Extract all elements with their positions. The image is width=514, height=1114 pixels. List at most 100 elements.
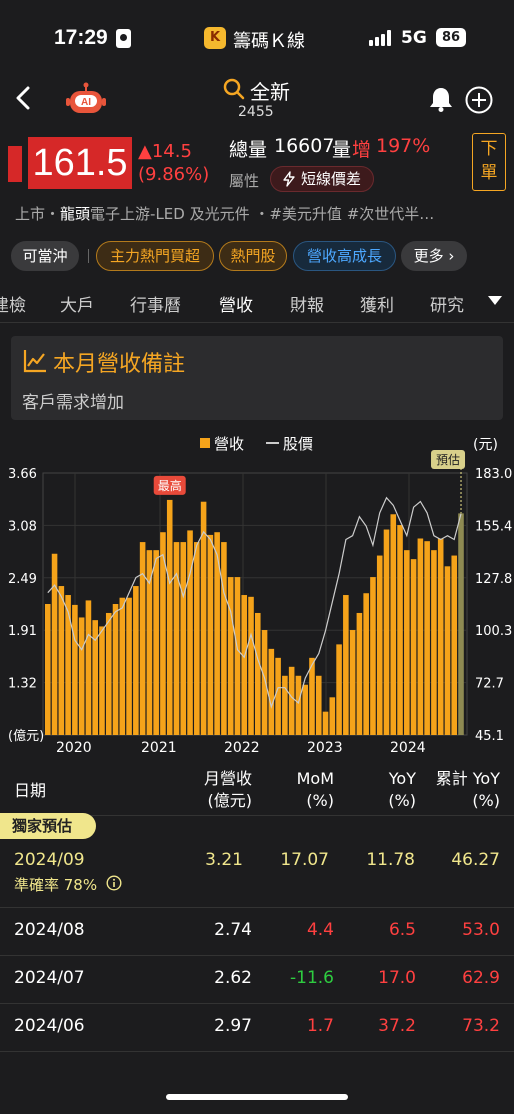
revenue-bar	[417, 538, 424, 735]
price-line	[47, 496, 462, 709]
row-mom: 4.4	[306, 920, 334, 940]
volume-pct: 197%	[376, 135, 431, 157]
y-right-tick-label: 45.1	[475, 729, 504, 744]
tab-research[interactable]: 研究	[430, 296, 464, 316]
back-icon[interactable]	[12, 86, 36, 110]
revenue-bar	[166, 499, 173, 735]
y-left-tick-label: 1.32	[8, 677, 37, 692]
revenue-bar	[404, 550, 410, 735]
revenue-bar	[315, 675, 322, 735]
revenue-chart[interactable]: 營收 股價 (元) 3.66 3.08 2.49 1.91 1.32 (億元) 183.0 155.…	[0, 430, 514, 765]
order-button[interactable]: 下單	[472, 133, 506, 191]
y-left-tick-label: 3.08	[8, 519, 37, 534]
id-card-icon	[116, 29, 131, 48]
revenue-bar	[458, 513, 464, 735]
table-row[interactable]: 2024/08 2.74 4.4 6.5 53.0	[0, 907, 514, 956]
forecast-row[interactable]: 2024/09 3.21 17.07 11.78 46.27 準確率 78%	[0, 838, 514, 908]
home-indicator[interactable]	[166, 1094, 348, 1100]
revenue-bar	[58, 586, 65, 735]
revenue-bar	[85, 600, 92, 735]
y-right-unit: (元)	[473, 437, 498, 453]
tab-calendar[interactable]: 行事曆	[130, 296, 181, 316]
tab-profit[interactable]: 獲利	[360, 296, 394, 316]
volume-label: 總量	[229, 139, 268, 161]
attribute-label: 屬性	[229, 172, 260, 190]
forecast-annotation-box	[431, 450, 466, 469]
status-time: 17:29	[54, 26, 108, 49]
header-revenue-unit: (億元)	[207, 791, 253, 810]
revenue-bar	[153, 550, 159, 735]
bell-icon[interactable]	[428, 86, 454, 112]
tag-prefix: 上市・	[15, 205, 61, 223]
x-tick-label: 2020	[56, 740, 92, 756]
header-mom-unit: (%)	[306, 791, 334, 810]
revenue-bar	[146, 550, 153, 735]
svg-text:AI: AI	[81, 97, 91, 108]
note-title: 本月營收備註	[53, 352, 186, 377]
tab-checkup[interactable]: 建檢	[0, 296, 26, 316]
header-revenue-label: 月營收	[203, 769, 252, 788]
revenue-bar	[173, 542, 180, 735]
tag-rest: 電子上游-LED 及光元件 ・#美元升值 #次世代半…	[90, 205, 435, 223]
revenue-bar	[187, 530, 193, 735]
tab-revenue[interactable]: 營收	[219, 296, 253, 316]
revenue-bar	[126, 597, 132, 735]
stock-name[interactable]: 全新	[250, 80, 290, 104]
tab-financials[interactable]: 財報	[290, 296, 324, 316]
revenue-bar	[451, 555, 458, 735]
row-mom: -11.6	[290, 968, 334, 988]
revenue-bar	[302, 684, 308, 735]
ai-robot-icon[interactable]: AI	[66, 82, 106, 116]
revenue-bar	[45, 604, 51, 735]
revenue-bar	[194, 542, 200, 735]
header-cum-yoy-unit: (%)	[472, 791, 500, 810]
revenue-bar	[119, 597, 126, 735]
header-yoy-label: YoY	[388, 769, 416, 788]
stock-tags[interactable]: 上市・龍頭電子上游-LED 及光元件 ・#美元升值 #次世代半…	[15, 203, 434, 224]
forecast-yoy: 11.78	[366, 850, 415, 870]
y-right-tick-label: 155.4	[475, 519, 512, 534]
row-cum-yoy: 73.2	[462, 1016, 500, 1036]
add-watchlist-icon[interactable]	[465, 86, 493, 114]
table-row[interactable]: 2024/07 2.62 -11.6 17.0 62.9	[0, 955, 514, 1004]
current-price: 161.5	[28, 137, 132, 189]
table-row[interactable]: 2024/06 2.97 1.7 37.2 73.2	[0, 1003, 514, 1052]
chip-main-force[interactable]: 主力熱門買超	[96, 241, 214, 271]
revenue-bar	[397, 525, 403, 735]
max-annotation-label: 最高	[158, 478, 182, 493]
attribute-pill[interactable]: 短線價差	[270, 166, 374, 192]
info-icon[interactable]	[106, 875, 122, 891]
price-change-pct: (9.86%)	[138, 164, 210, 185]
revenue-bar	[72, 604, 78, 735]
search-icon[interactable]	[223, 78, 245, 100]
revenue-bar	[322, 711, 329, 735]
tab-big-holders[interactable]: 大戶	[60, 296, 94, 316]
revenue-bar	[227, 577, 234, 735]
revenue-bar	[221, 542, 227, 735]
chip-day-trade[interactable]: 可當沖	[11, 241, 79, 271]
y-right-tick-label: 72.7	[475, 677, 504, 692]
header-yoy: YoY (%)	[388, 768, 416, 812]
revenue-bar	[437, 538, 444, 735]
chip-more[interactable]: 更多 ›	[401, 241, 467, 271]
revenue-bar	[268, 648, 275, 735]
y-left-tick-label: (億元)	[8, 728, 44, 744]
chip-hot-stock[interactable]: 熱門股	[219, 241, 287, 271]
revenue-bar	[275, 657, 281, 735]
header-yoy-unit: (%)	[388, 791, 416, 810]
row-revenue: 2.74	[214, 920, 252, 940]
trend-chart-icon	[23, 350, 46, 373]
status-bar: 17:29 K 籌碼Ｋ線 5G 86	[0, 0, 514, 70]
volume-unit: 量	[332, 139, 352, 161]
forecast-date: 2024/09	[14, 850, 85, 870]
tabs-dropdown-icon[interactable]	[488, 296, 502, 305]
revenue-bar	[390, 514, 397, 735]
volume-value: 16607	[274, 135, 335, 157]
forecast-accuracy: 準確率 78%	[14, 876, 98, 894]
chip-revenue-growth[interactable]: 營收高成長	[293, 241, 396, 271]
x-tick-label: 2022	[224, 740, 260, 756]
header-cum-yoy-label: 累計 YoY	[435, 769, 500, 788]
network-type: 5G	[401, 28, 427, 48]
limit-up-flag	[8, 146, 22, 182]
revenue-bar	[160, 532, 166, 735]
